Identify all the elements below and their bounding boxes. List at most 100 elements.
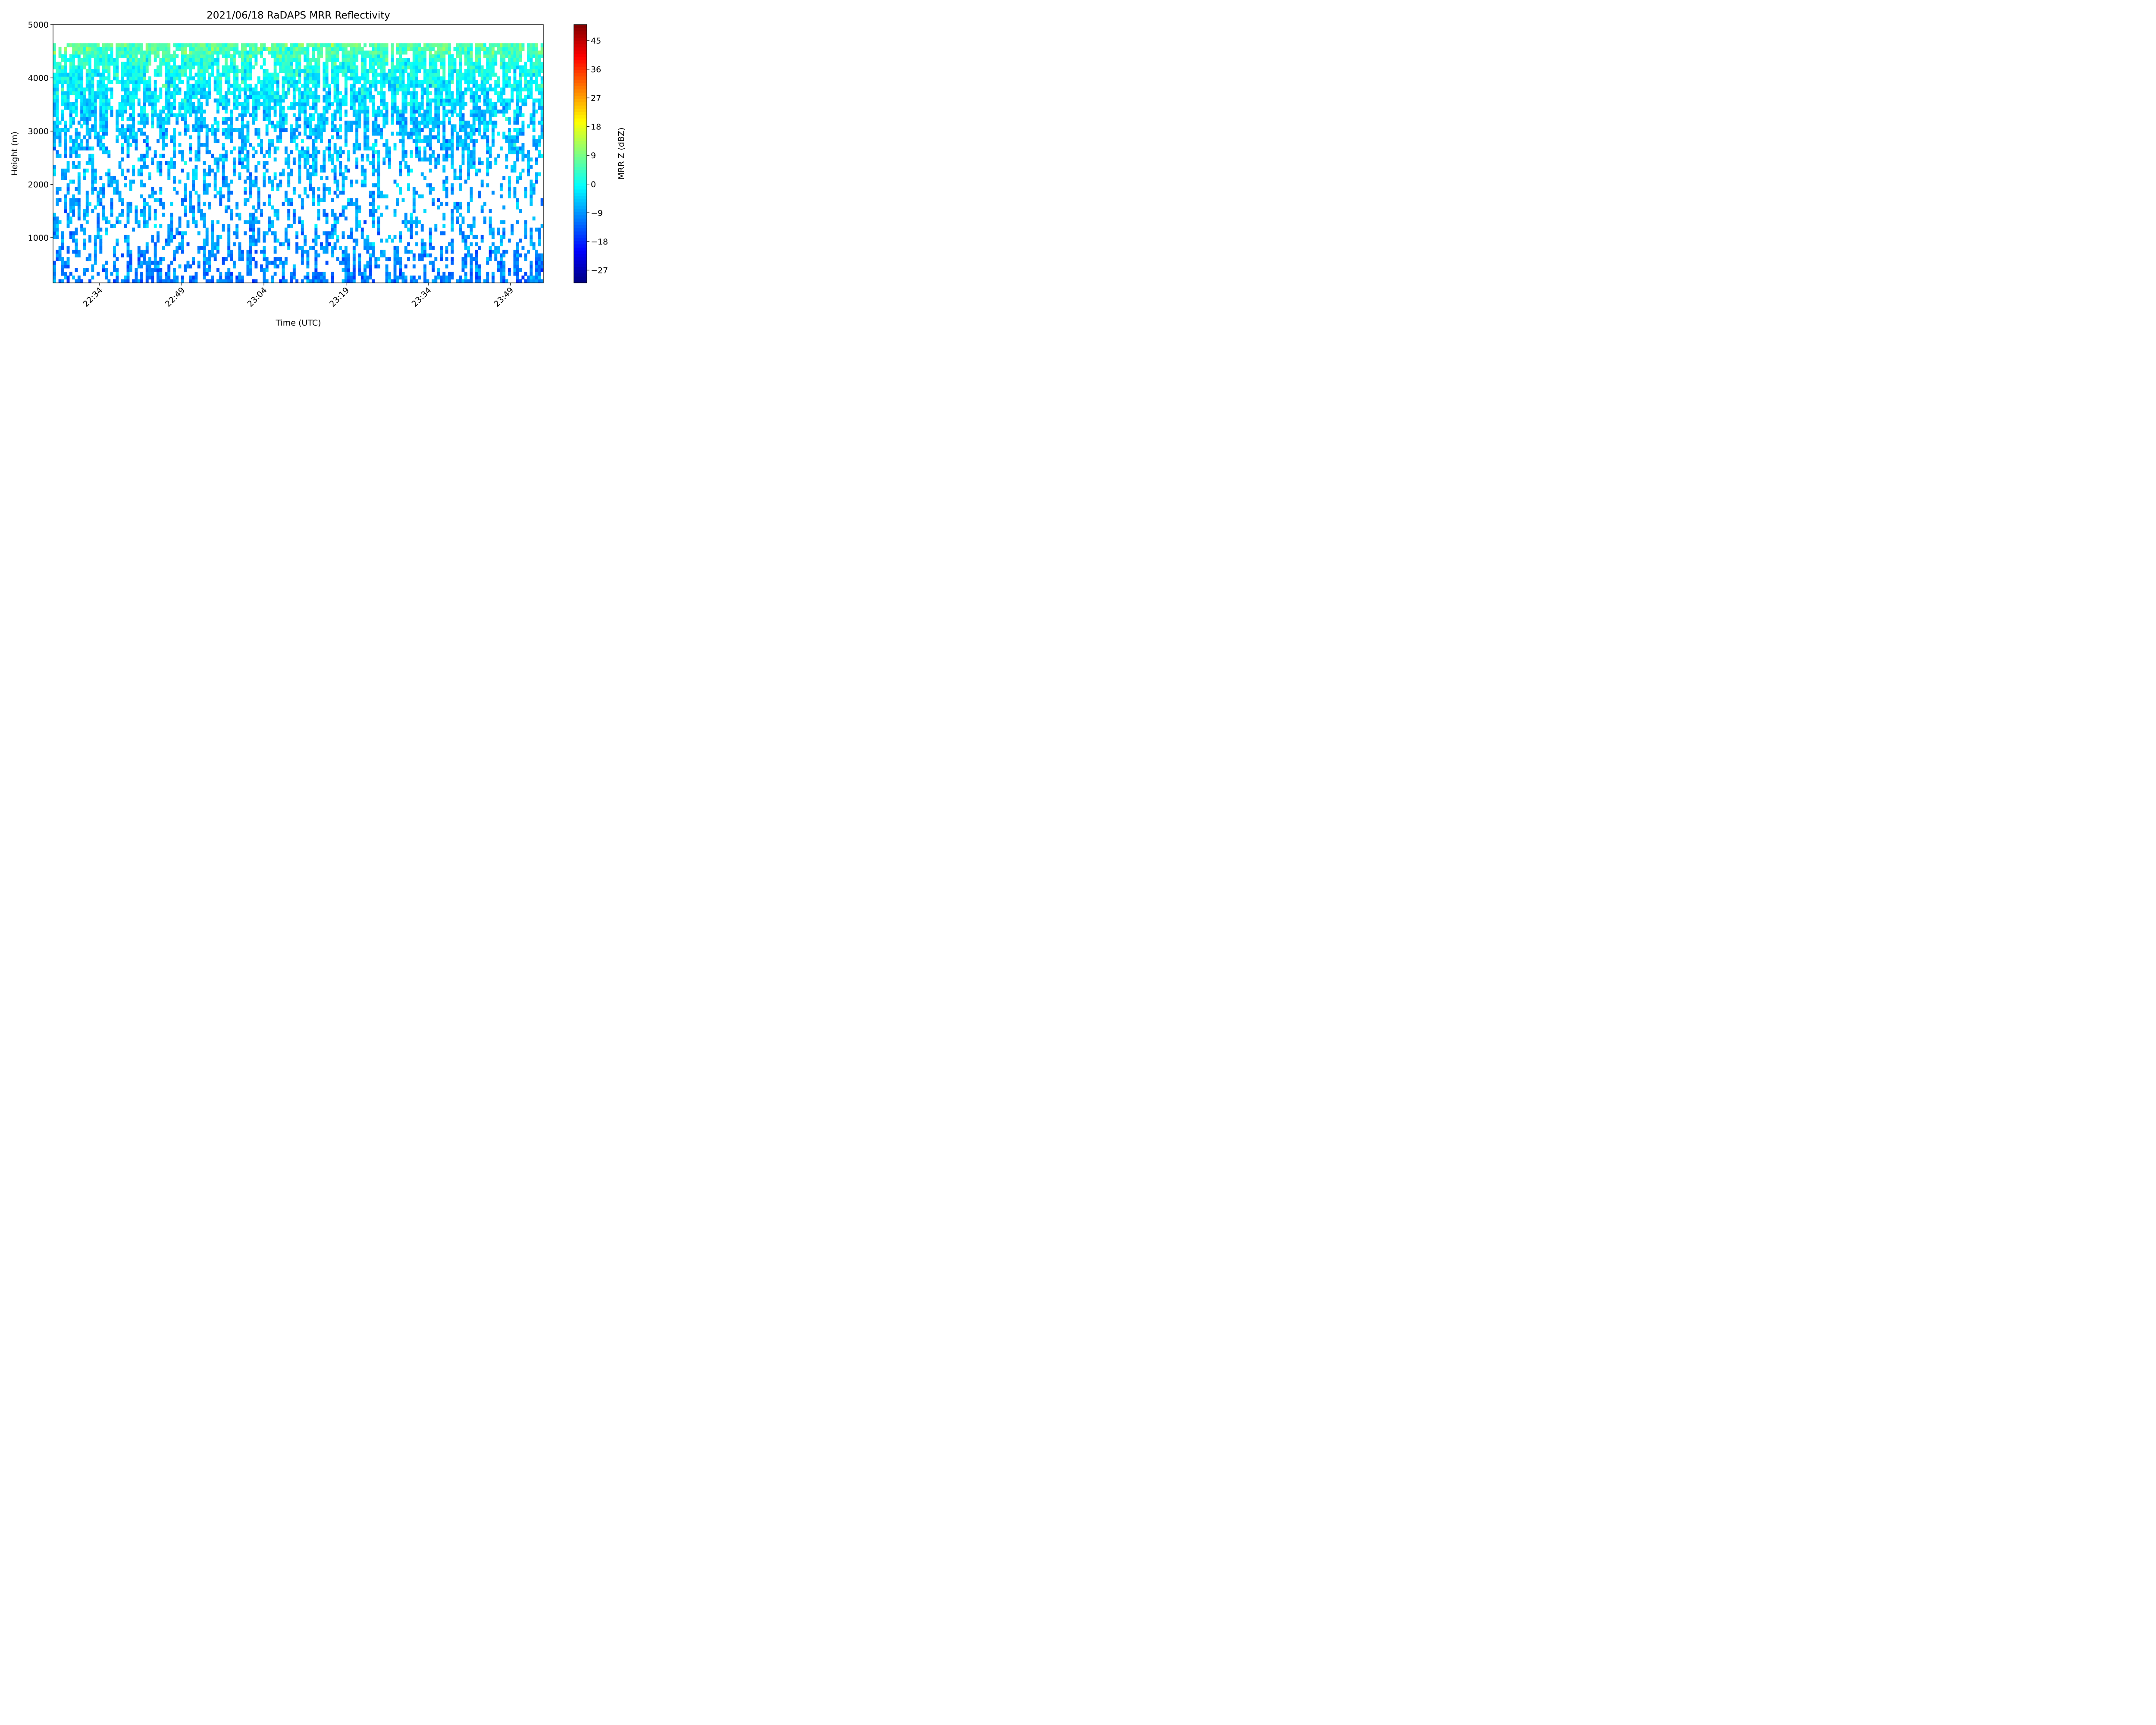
heatmap-cell (470, 257, 473, 261)
heatmap-cell (94, 187, 97, 191)
heatmap-cell (467, 253, 470, 257)
heatmap-cell (211, 238, 214, 243)
heatmap-cell (213, 132, 217, 136)
heatmap-cell (464, 260, 467, 265)
heatmap-cell (437, 275, 440, 280)
heatmap-cell (53, 102, 56, 107)
heatmap-cell (301, 257, 304, 261)
heatmap-cell (461, 216, 465, 221)
heatmap-cell (287, 176, 291, 180)
heatmap-cell (451, 124, 454, 129)
heatmap-cell (77, 183, 81, 188)
heatmap-cell (203, 238, 206, 243)
heatmap-cell (467, 43, 470, 47)
heatmap-cell (336, 84, 339, 88)
heatmap-cell (175, 275, 179, 280)
heatmap-cell (148, 87, 151, 91)
heatmap-cell (448, 102, 451, 107)
heatmap-cell (418, 139, 421, 143)
heatmap-cell (360, 102, 364, 107)
heatmap-cell (72, 84, 75, 88)
heatmap-cell (391, 76, 394, 81)
heatmap-cell (360, 110, 364, 114)
heatmap-cell (257, 191, 260, 195)
heatmap-cell (429, 242, 432, 247)
heatmap-cell (407, 87, 411, 91)
heatmap-cell (105, 272, 108, 276)
heatmap-cell (333, 124, 337, 129)
heatmap-cell (235, 72, 239, 77)
heatmap-cell (91, 146, 94, 151)
heatmap-cell (77, 50, 81, 55)
heatmap-cell (377, 80, 380, 84)
heatmap-cell (461, 47, 465, 51)
heatmap-cell (265, 47, 269, 51)
heatmap-cell (189, 135, 192, 140)
heatmap-cell (442, 143, 446, 147)
heatmap-cell (442, 231, 446, 235)
heatmap-cell (273, 106, 277, 110)
heatmap-cell (352, 268, 356, 272)
heatmap-cell (418, 154, 421, 158)
heatmap-cell (230, 179, 233, 184)
heatmap-cell (268, 120, 271, 125)
heatmap-cell (53, 91, 56, 95)
heatmap-cell (66, 260, 70, 265)
heatmap-cell (181, 72, 184, 77)
heatmap-cell (143, 102, 146, 107)
heatmap-cell (451, 146, 454, 151)
heatmap-cell (53, 146, 56, 151)
heatmap-cell (439, 246, 443, 250)
heatmap-cell (224, 275, 228, 280)
heatmap-cell (273, 209, 277, 213)
heatmap-cell (423, 253, 426, 257)
heatmap-cell (429, 139, 432, 143)
heatmap-cell (110, 87, 113, 91)
heatmap-cell (159, 187, 163, 191)
heatmap-cell (306, 168, 310, 173)
heatmap-cell (420, 253, 424, 257)
heatmap-cell (282, 98, 285, 103)
heatmap-cell (216, 91, 219, 95)
plot-area (53, 43, 544, 283)
heatmap-cell (121, 84, 124, 88)
heatmap-cell (235, 69, 239, 73)
heatmap-cell (61, 279, 64, 283)
heatmap-cell (401, 198, 405, 202)
heatmap-cell (445, 47, 448, 51)
heatmap-cell (336, 94, 339, 99)
heatmap-cell (205, 187, 209, 191)
heatmap-cell (107, 72, 111, 77)
heatmap-cell (464, 72, 467, 77)
heatmap-cell (268, 117, 271, 121)
heatmap-cell (178, 143, 182, 147)
heatmap-cell (451, 132, 454, 136)
heatmap-cell (306, 275, 310, 280)
heatmap-cell (306, 47, 310, 51)
heatmap-cell (61, 87, 64, 91)
heatmap-cell (91, 172, 94, 176)
heatmap-cell (355, 213, 359, 217)
heatmap-cell (369, 209, 372, 213)
heatmap-cell (273, 246, 277, 250)
heatmap-cell (342, 183, 345, 188)
heatmap-cell (407, 91, 411, 95)
heatmap-cell (72, 165, 75, 169)
heatmap-cell (325, 216, 329, 221)
heatmap-cell (333, 227, 337, 232)
heatmap-cell (113, 65, 116, 69)
heatmap-cell (448, 61, 451, 66)
heatmap-cell (107, 43, 111, 47)
heatmap-cell (265, 84, 269, 88)
heatmap-cell (157, 279, 160, 283)
heatmap-cell (434, 257, 438, 261)
heatmap-cell (197, 117, 201, 121)
heatmap-cell (292, 106, 296, 110)
heatmap-cell (401, 275, 405, 280)
heatmap-cell (284, 128, 288, 132)
heatmap-cell (323, 191, 326, 195)
heatmap-cell (423, 146, 426, 151)
heatmap-cell (222, 227, 225, 232)
heatmap-cell (358, 272, 361, 276)
heatmap-cell (429, 84, 432, 88)
